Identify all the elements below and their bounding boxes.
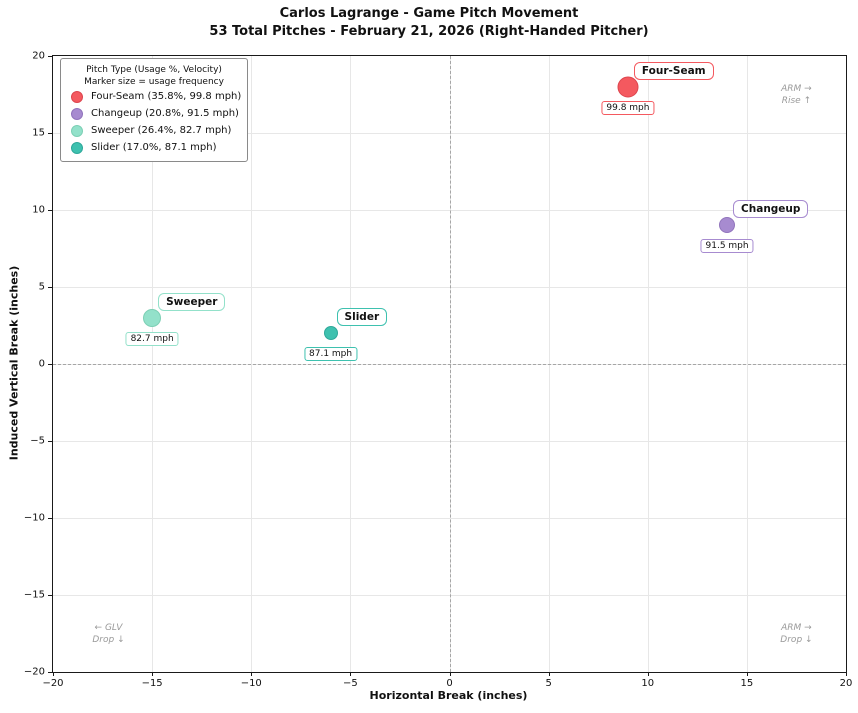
y-tick-mark (48, 672, 52, 673)
x-tick-label: 5 (545, 678, 552, 689)
pitch-marker-four-seam (617, 76, 639, 98)
legend-item-label: Sweeper (26.4%, 82.7 mph) (91, 125, 232, 136)
quadrant-annotation-line: Drop ↓ (92, 634, 125, 645)
pitch-marker-changeup (719, 217, 736, 234)
chart-subtitle: 53 Total Pitches - February 21, 2026 (Ri… (209, 24, 649, 39)
velocity-label-four-seam: 99.8 mph (601, 100, 655, 115)
legend-title: Pitch Type (Usage %, Velocity) (86, 65, 222, 75)
y-tick-mark (48, 364, 52, 365)
pitch-name-label-sweeper: Sweeper (158, 292, 226, 311)
x-tick-label: −5 (343, 678, 358, 689)
quadrant-annotation-line: ARM → (781, 622, 812, 633)
legend-item-slider: Slider (17.0%, 87.1 mph) (65, 139, 243, 156)
y-tick-mark (48, 518, 52, 519)
y-axis-label: Induced Vertical Break (inches) (7, 265, 21, 461)
quadrant-annotation-line: ARM → (781, 83, 812, 94)
legend-items: Four-Seam (35.8%, 99.8 mph) Changeup (20.… (65, 88, 243, 156)
legend-marker-icon (71, 107, 83, 120)
x-tick-label: −20 (42, 678, 64, 689)
x-tick-mark (251, 672, 253, 676)
x-tick-mark (746, 672, 748, 676)
y-tick-mark (48, 287, 52, 288)
x-tick-mark (350, 672, 352, 676)
x-tick-label: −10 (240, 678, 262, 689)
x-tick-mark (548, 672, 550, 676)
pitch-marker-sweeper (143, 308, 162, 327)
legend-marker-icon (71, 141, 83, 154)
quadrant-annotation: ARM → Rise ↑ (781, 83, 812, 107)
y-tick-label: 0 (38, 358, 45, 370)
x-tick-mark (846, 672, 847, 676)
y-tick-mark (48, 441, 52, 442)
legend-item-changeup: Changeup (20.8%, 91.5 mph) (65, 105, 243, 122)
quadrant-annotation: ← GLV Drop ↓ (92, 622, 124, 646)
legend-item-label: Slider (17.0%, 87.1 mph) (91, 142, 217, 153)
quadrant-annotation: ARM → Drop ↓ (780, 622, 812, 646)
x-tick-label: 15 (740, 678, 754, 689)
legend: Pitch Type (Usage %, Velocity) Marker si… (60, 58, 248, 162)
pitch-name-label-changeup: Changeup (733, 200, 809, 219)
quadrant-annotation-line: Drop ↓ (780, 634, 813, 645)
y-tick-label: 20 (32, 50, 45, 62)
legend-item-label: Four-Seam (35.8%, 99.8 mph) (91, 91, 242, 102)
y-tick-mark (48, 56, 52, 57)
chart-title: Carlos Lagrange - Game Pitch Movement (279, 6, 579, 21)
pitch-name-label-four-seam: Four-Seam (633, 61, 714, 80)
quadrant-annotation-line: ← GLV (94, 622, 123, 633)
y-tick-label: −15 (23, 589, 45, 601)
y-tick-mark (48, 210, 52, 211)
x-tick-label: 20 (839, 678, 853, 689)
legend-item-label: Changeup (20.8%, 91.5 mph) (91, 108, 239, 119)
y-tick-label: 15 (32, 127, 45, 139)
x-tick-label: 10 (641, 678, 655, 689)
x-tick-mark (53, 672, 54, 676)
plot-area: −20 −15 −10 −5 0 5 10 15 20 −20 −15 −10 −5 0 5 10 15 20 … (24, 51, 852, 690)
x-axis-label: Horizontal Break (inches) (369, 689, 528, 702)
y-tick-label: 5 (38, 281, 45, 293)
velocity-label-sweeper: 82.7 mph (125, 331, 179, 346)
x-tick-mark (152, 672, 154, 676)
y-tick-mark (48, 133, 52, 134)
legend-marker-icon (71, 90, 83, 103)
y-tick-mark (48, 595, 52, 596)
legend-item-sweeper: Sweeper (26.4%, 82.7 mph) (65, 122, 243, 139)
y-tick-label: 10 (32, 204, 45, 216)
x-tick-label: −15 (141, 678, 163, 689)
y-tick-label: −20 (23, 666, 45, 678)
x-tick-mark (647, 672, 649, 676)
y-tick-label: −5 (30, 435, 45, 447)
legend-item-four-seam: Four-Seam (35.8%, 99.8 mph) (65, 88, 243, 105)
legend-marker-icon (71, 124, 83, 137)
y-tick-label: −10 (23, 512, 45, 524)
velocity-label-slider: 87.1 mph (304, 347, 358, 362)
pitch-name-label-slider: Slider (336, 308, 388, 327)
x-tick-mark (449, 672, 451, 676)
pitch-marker-slider (323, 326, 338, 341)
zero-line-horizontal (53, 364, 846, 365)
legend-subtitle: Marker size = usage frequency (84, 77, 224, 87)
x-tick-label: 0 (446, 678, 453, 689)
velocity-label-changeup: 91.5 mph (700, 239, 754, 254)
quadrant-annotation-line: Rise ↑ (781, 95, 812, 106)
